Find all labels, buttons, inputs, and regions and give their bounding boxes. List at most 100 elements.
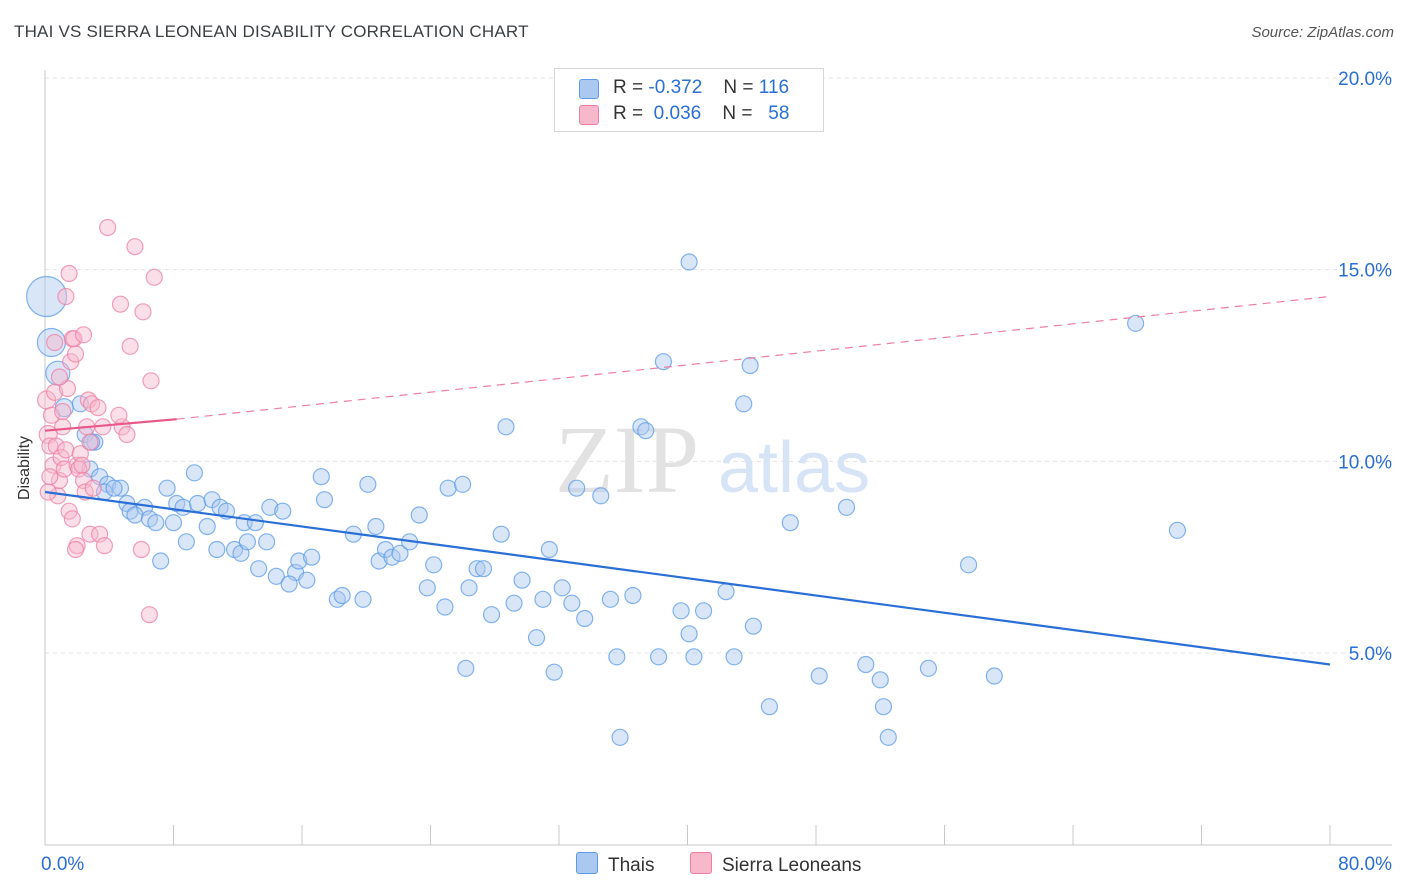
data-point xyxy=(810,667,828,685)
legend-swatch-thais xyxy=(579,79,599,99)
data-point xyxy=(188,494,207,513)
data-point xyxy=(1127,314,1145,332)
data-point xyxy=(261,498,279,516)
data-point xyxy=(134,303,152,321)
y-tick-label: 10.0% xyxy=(1338,452,1392,473)
data-point xyxy=(649,648,668,666)
data-point xyxy=(672,602,690,620)
trend-line-thais xyxy=(44,490,1331,666)
data-point xyxy=(436,598,454,616)
data-point xyxy=(741,356,759,375)
data-point xyxy=(158,479,176,497)
data-point xyxy=(391,544,409,562)
legend-r-label: R = xyxy=(613,103,644,124)
data-point xyxy=(871,671,889,689)
bottom-legend-swatch-thais xyxy=(576,852,598,874)
data-point xyxy=(410,506,428,524)
data-point xyxy=(57,441,75,459)
data-point xyxy=(89,399,107,417)
data-point xyxy=(315,491,334,509)
data-point xyxy=(760,698,779,716)
data-point xyxy=(680,253,698,271)
data-point xyxy=(99,218,117,237)
data-point xyxy=(164,514,183,532)
data-point xyxy=(959,556,978,574)
data-point xyxy=(312,468,330,486)
data-point xyxy=(497,418,515,436)
source-label: Source: ZipAtlas.com xyxy=(1251,24,1394,41)
tick-labels: 5.0% 10.0% 15.0% 20.0% 0.0% 80.0% xyxy=(41,69,1392,875)
trend-line-sierra-leoneans xyxy=(44,418,177,432)
data-point xyxy=(126,238,144,256)
data-point xyxy=(568,479,586,497)
trend-lines xyxy=(44,295,1331,666)
data-point xyxy=(333,586,351,605)
data-point xyxy=(601,590,620,608)
data-point xyxy=(41,437,59,455)
data-point xyxy=(118,425,136,444)
data-point xyxy=(145,268,163,286)
bottom-legend-swatch-sierra-leoneans xyxy=(690,852,712,874)
data-point xyxy=(121,337,139,355)
data-point xyxy=(717,583,735,601)
data-point xyxy=(111,479,130,497)
data-point xyxy=(174,498,192,516)
y-axis-label: Disability xyxy=(16,435,33,500)
bottom-legend-sierra-leoneans: Sierra Leoneans xyxy=(690,852,861,877)
data-point xyxy=(41,468,59,486)
data-point xyxy=(837,498,856,516)
data-point xyxy=(505,594,523,612)
data-point xyxy=(132,540,150,559)
legend-box: R = -0.372 N = 116 R = 0.036 N = 58 xyxy=(554,68,824,132)
data-point xyxy=(694,602,713,620)
data-point xyxy=(919,659,938,677)
data-point xyxy=(460,579,478,597)
data-point xyxy=(274,502,292,520)
data-point xyxy=(637,422,655,440)
data-point xyxy=(492,525,510,543)
data-point xyxy=(26,275,68,318)
watermark: ZIP atlas xyxy=(555,406,870,513)
data-point xyxy=(66,345,85,363)
data-point xyxy=(680,625,698,643)
data-point xyxy=(592,487,610,505)
data-point xyxy=(563,594,581,612)
data-point xyxy=(258,533,276,551)
bottom-legend-label-sierra-leoneans: Sierra Leoneans xyxy=(722,855,862,876)
data-point xyxy=(513,571,531,589)
data-point xyxy=(298,571,316,589)
data-point xyxy=(359,475,377,493)
data-point xyxy=(81,433,99,451)
data-point xyxy=(55,460,73,478)
data-point xyxy=(250,560,268,578)
data-point xyxy=(576,609,594,628)
data-point xyxy=(81,525,99,543)
legend-r-label: R = xyxy=(613,77,644,98)
data-point xyxy=(46,383,64,401)
grid-lines xyxy=(45,77,1392,654)
data-point xyxy=(874,698,893,716)
data-point xyxy=(474,560,493,578)
data-point xyxy=(147,514,165,532)
data-point xyxy=(54,402,72,421)
data-point xyxy=(454,475,472,493)
data-point xyxy=(540,540,558,559)
data-point xyxy=(608,648,626,666)
data-point xyxy=(95,537,114,555)
x-tick-label: 0.0% xyxy=(41,854,84,875)
data-point xyxy=(418,579,436,597)
data-point xyxy=(457,659,475,677)
data-point xyxy=(553,579,571,597)
data-point xyxy=(781,514,799,532)
data-point xyxy=(744,617,762,635)
data-point xyxy=(534,590,552,608)
data-point xyxy=(280,575,298,593)
data-point xyxy=(985,667,1003,685)
data-point xyxy=(685,648,703,666)
data-point xyxy=(42,406,61,424)
data-point xyxy=(110,406,128,424)
data-point xyxy=(482,606,501,624)
legend-r-value: 0.036 xyxy=(653,103,702,124)
data-point xyxy=(66,540,85,559)
bottom-legend-thais: Thais xyxy=(576,852,654,877)
